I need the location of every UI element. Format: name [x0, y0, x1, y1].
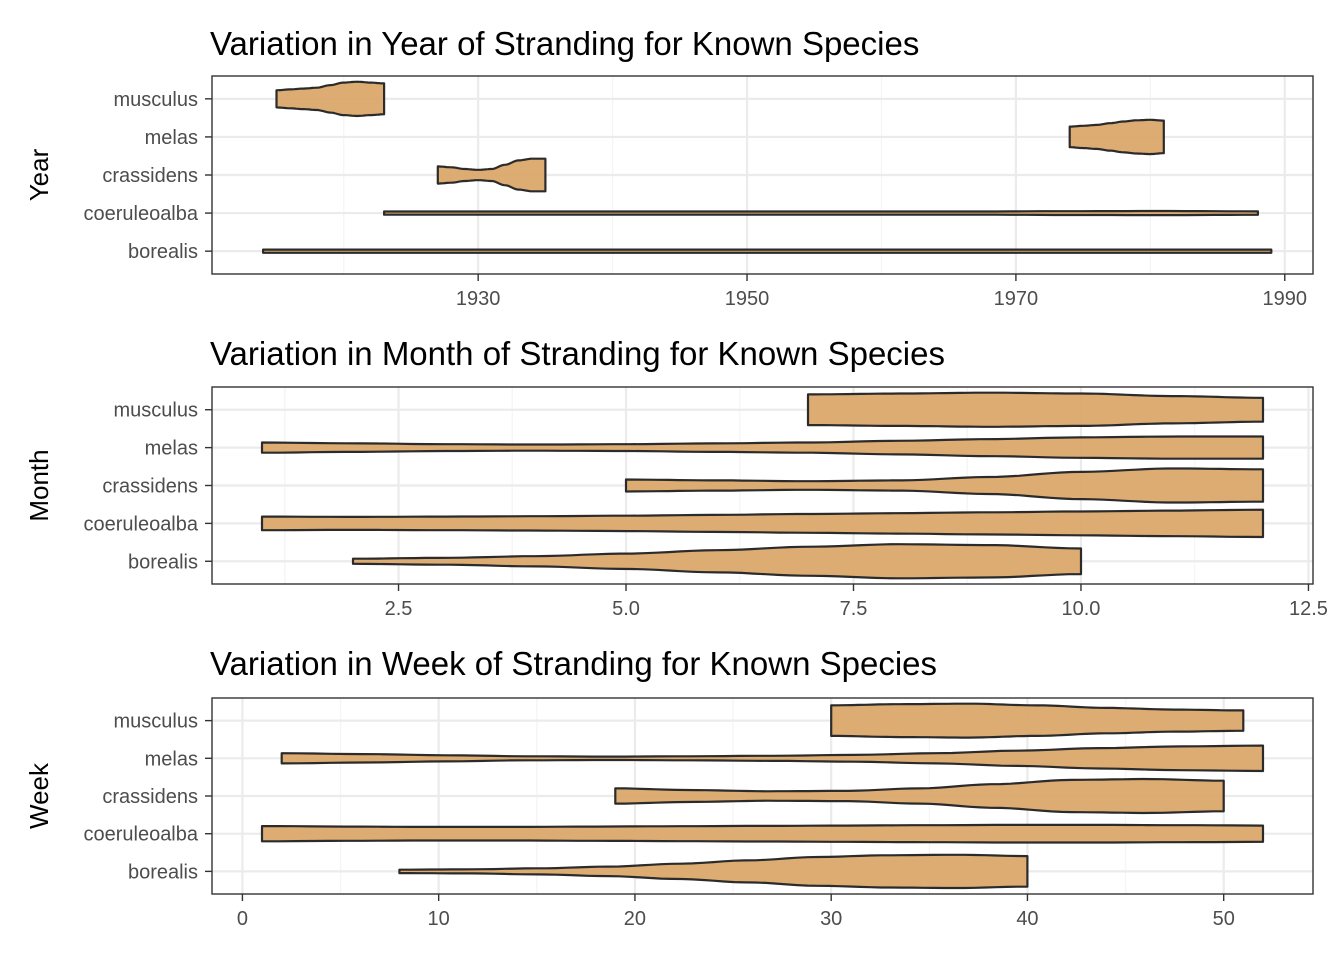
- panel-1: borealis coeruleoalba crassidens melas muscu…: [24, 25, 1314, 310]
- violin-musculus: [830, 702, 1245, 739]
- panel-title: Variation in Week of Stranding for Known…: [210, 645, 937, 682]
- y-tick-label: borealis: [128, 861, 198, 883]
- y-tick-label: coeruleoalba: [83, 513, 198, 535]
- y-tick-label: borealis: [128, 551, 198, 573]
- violin-melas: [280, 744, 1265, 773]
- violin-crassidens: [436, 157, 547, 193]
- y-tick-label: crassidens: [102, 476, 198, 498]
- violin-crassidens: [624, 467, 1265, 504]
- violin-coeruleoalba: [260, 823, 1265, 844]
- x-tick-label: 1950: [725, 288, 770, 310]
- y-tick-label: crassidens: [102, 786, 198, 808]
- x-tick-label: 30: [820, 908, 842, 930]
- y-tick-label: crassidens: [102, 165, 198, 187]
- x-tick-label: 7.5: [840, 598, 868, 620]
- x-tick-label: 0: [237, 908, 248, 930]
- panel-3: borealis coeruleoalba crassidens melas muscu…: [24, 645, 1314, 930]
- x-tick-label: 10.0: [1062, 598, 1101, 620]
- violin-borealis: [398, 853, 1029, 890]
- violin-melas: [1068, 118, 1165, 156]
- x-tick-label: 1970: [994, 288, 1039, 310]
- y-tick-label: borealis: [128, 241, 198, 263]
- panel-2: borealis coeruleoalba crassidens melas muscu…: [24, 335, 1328, 620]
- y-tick-label: musculus: [114, 89, 198, 111]
- x-tick-label: 1930: [456, 288, 501, 310]
- y-tick-label: coeruleoalba: [83, 203, 198, 225]
- violin-coeruleoalba: [260, 508, 1265, 539]
- y-axis-label: Week: [24, 762, 54, 829]
- y-tick-label: musculus: [114, 400, 198, 422]
- x-tick-label: 2.5: [385, 598, 413, 620]
- panel-title: Variation in Month of Stranding for Know…: [210, 335, 945, 372]
- x-tick-label: 10: [428, 908, 450, 930]
- x-tick-label: 40: [1016, 908, 1038, 930]
- x-tick-label: 50: [1213, 908, 1235, 930]
- violin-coeruleoalba: [383, 209, 1259, 217]
- violin-musculus: [806, 391, 1265, 428]
- violin-melas: [260, 435, 1265, 460]
- violin-crassidens: [614, 777, 1225, 815]
- y-tick-label: melas: [145, 438, 198, 460]
- violin-borealis: [262, 248, 1273, 254]
- y-tick-label: melas: [145, 127, 198, 149]
- y-axis-label: Month: [24, 449, 54, 521]
- x-tick-label: 1990: [1263, 288, 1308, 310]
- violin-borealis: [351, 543, 1083, 580]
- panel-title: Variation in Year of Stranding for Known…: [210, 25, 919, 62]
- x-tick-label: 5.0: [612, 598, 640, 620]
- y-tick-label: coeruleoalba: [83, 824, 198, 846]
- x-tick-label: 20: [624, 908, 646, 930]
- y-tick-label: musculus: [114, 711, 198, 733]
- y-axis-label: Year: [24, 148, 54, 201]
- x-tick-label: 12.5: [1289, 598, 1328, 620]
- violin-musculus: [275, 80, 386, 118]
- y-tick-label: melas: [145, 748, 198, 770]
